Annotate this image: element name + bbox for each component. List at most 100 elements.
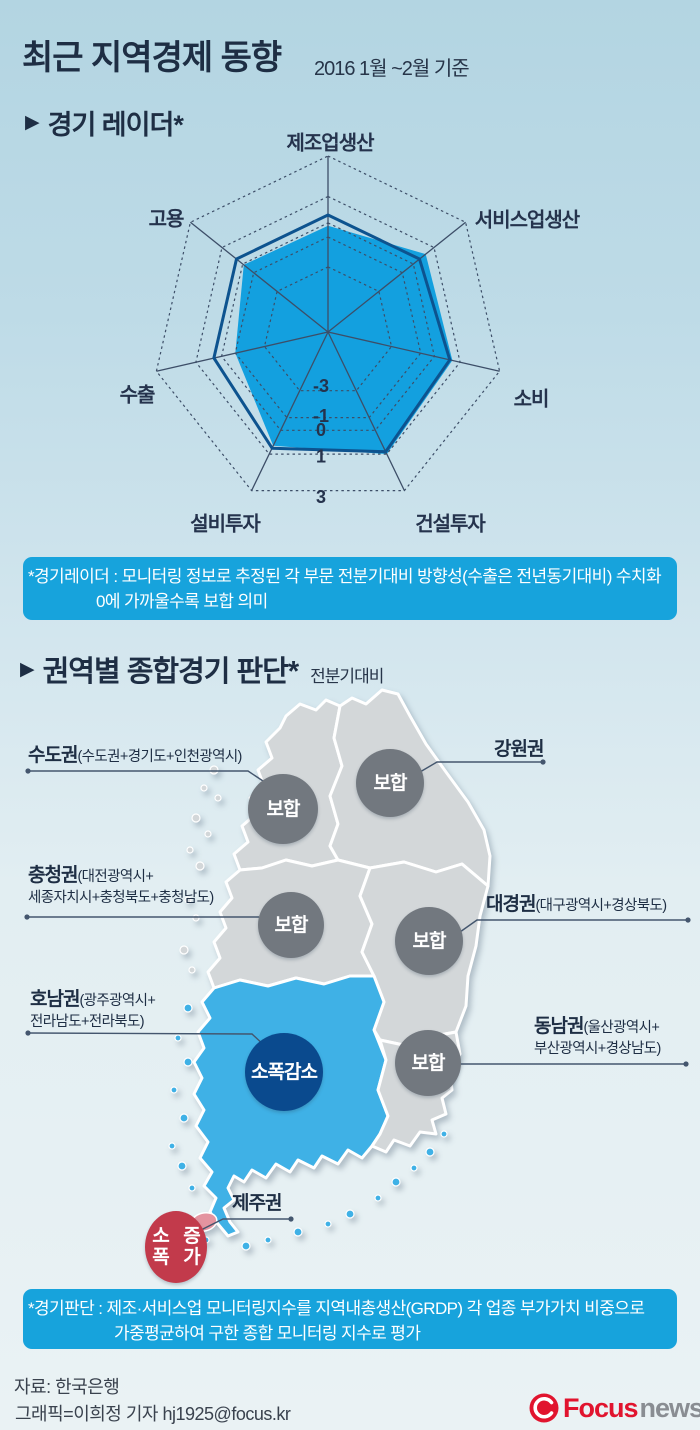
radar-category-4: 건설투자 xyxy=(415,513,486,536)
section-radar-header: ▶ 경기 레이더* xyxy=(25,103,184,142)
section-map-title: 권역별 종합경기 판단* xyxy=(42,656,300,688)
callout-line-sudogwon xyxy=(28,770,267,784)
map-island xyxy=(374,1194,382,1202)
radar-tick-label: -1 xyxy=(313,406,329,426)
callout-dot-gangwon xyxy=(540,759,546,765)
radar-tick-label: 3 xyxy=(316,487,326,507)
judgment-note-line1: *경기판단 : 제조·서비스업 모니터링지수를 지역내총생산(GRDP) 각 업… xyxy=(28,1299,645,1318)
radar-category-2: 서비스업생산 xyxy=(474,209,580,232)
map-island xyxy=(174,1034,182,1042)
region-status-badge-sudogwon: 보합 xyxy=(248,774,318,844)
map-island xyxy=(391,1177,401,1187)
map-island xyxy=(186,846,194,854)
judgment-note-box: *경기판단 : 제조·서비스업 모니터링지수를 지역내총생산(GRDP) 각 업… xyxy=(23,1289,677,1349)
map-island xyxy=(204,830,212,838)
map-island xyxy=(191,813,201,823)
triangle-bullet-icon: ▶ xyxy=(20,658,35,680)
callout-dot-sudogwon xyxy=(25,768,31,774)
radar-category-1: 제조업생산 xyxy=(286,132,375,155)
map-island xyxy=(170,1086,178,1094)
map-island xyxy=(293,1227,303,1237)
radar-category-5: 설비투자 xyxy=(190,513,261,536)
section-map-basis: 전분기대비 xyxy=(310,666,384,686)
focusnews-logo: Focus news xyxy=(528,1392,700,1424)
map-island xyxy=(184,896,192,904)
region-status-badge-chungcheong: 보합 xyxy=(258,892,324,958)
radar-tick-label: -3 xyxy=(313,376,329,396)
callout-line-daegyeong xyxy=(459,919,688,933)
region-status-badge-gangwon: 보합 xyxy=(356,749,424,817)
map-island xyxy=(410,1164,418,1172)
region-status-badge-jeju: 소폭 증가 xyxy=(145,1211,207,1283)
radar-line-series xyxy=(212,213,452,454)
logo-suffix: news xyxy=(639,1392,700,1423)
section-map-header: ▶ 권역별 종합경기 판단* 전분기대비 xyxy=(20,648,384,690)
map-island xyxy=(200,784,208,792)
callout-dot-dongnam xyxy=(683,1061,689,1067)
callout-dot-chungcheong xyxy=(24,914,30,920)
region-label-chungcheong: 충청권(대전광역시+ 세종자치시+충청북도+충청남도) xyxy=(28,865,214,906)
focusnews-mark-icon xyxy=(529,1393,559,1423)
radar-axis-line xyxy=(327,331,500,372)
map-island xyxy=(241,1241,251,1251)
map-island xyxy=(179,1113,189,1123)
radar-category-6: 수출 xyxy=(119,384,156,407)
radar-axis-line xyxy=(189,221,329,333)
page-title: 최근 지역경제 동향 xyxy=(22,39,282,77)
map-island xyxy=(345,1209,355,1219)
callout-line-jeju xyxy=(200,1218,291,1231)
source-text: 자료: 한국은행 xyxy=(14,1377,120,1397)
map-island xyxy=(183,1057,193,1067)
map-island xyxy=(324,1220,332,1228)
region-status-badge-daegyeong: 보합 xyxy=(395,907,463,975)
map-island xyxy=(179,945,189,955)
radar-note-line2: 0에 가까울수록 보합 의미 xyxy=(96,592,268,611)
radar-grid-ring xyxy=(195,195,461,455)
region-label-sudogwon: 수도권(수도권+경기도+인천광역시) xyxy=(28,745,242,766)
map-island xyxy=(195,861,205,871)
callout-dot-honam xyxy=(25,1030,31,1036)
radar-axis-line xyxy=(327,331,405,491)
region-label-daegyeong: 대경권(대구광역시+경상북도) xyxy=(486,894,667,915)
region-label-dongnam: 동남권(울산광역시+ 부산광역시+경상남도) xyxy=(534,1016,661,1057)
radar-axis-line xyxy=(156,331,329,372)
callout-dot-jeju xyxy=(288,1216,294,1222)
map-island xyxy=(188,966,196,974)
radar-axis-line xyxy=(251,331,329,491)
map-island xyxy=(177,1161,187,1171)
radar-note-box: *경기레이더 : 모니터링 정보로 추정된 각 부문 전분기대비 방향성(수출은… xyxy=(23,557,677,620)
triangle-bullet-icon: ▶ xyxy=(25,112,40,133)
radar-category-7: 고용 xyxy=(148,208,185,231)
map-island xyxy=(168,1142,176,1150)
map-island xyxy=(209,765,219,775)
radar-category-3: 소비 xyxy=(513,388,550,411)
radar-grid-ring xyxy=(220,222,436,431)
section-radar-title: 경기 레이더* xyxy=(47,110,184,140)
region-label-jeju: 제주권 xyxy=(232,1193,282,1214)
map-island xyxy=(188,1184,196,1192)
radar-tick-label: 1 xyxy=(316,447,326,467)
callout-line-gangwon xyxy=(419,761,543,773)
region-label-gangwon: 강원권 xyxy=(494,739,544,760)
page-subtitle: 2016 1월 ~2월 기준 xyxy=(314,58,470,80)
radar-area-series xyxy=(235,225,453,455)
radar-note-line1: *경기레이더 : 모니터링 정보로 추정된 각 부문 전분기대비 방향성(수출은… xyxy=(28,567,662,586)
logo-brand: Focus xyxy=(563,1392,639,1423)
map-island xyxy=(440,1130,448,1138)
map-island xyxy=(264,1236,272,1244)
map-island xyxy=(192,914,200,922)
radar-grid-ring xyxy=(234,236,422,419)
radar-axis-line xyxy=(327,221,467,333)
map-island xyxy=(425,1147,435,1157)
radar-tick-label: 0 xyxy=(316,420,326,440)
callout-dot-daegyeong xyxy=(685,917,691,923)
map-island xyxy=(183,1003,193,1013)
region-status-badge-dongnam: 보합 xyxy=(395,1030,461,1096)
judgment-note-line2: 가중평균하여 구한 종합 모니터링 지수로 평가 xyxy=(114,1324,421,1343)
radar-grid-ring xyxy=(155,155,501,492)
credit-text: 그래픽=이희정 기자 hj1925@focus.kr xyxy=(15,1404,291,1424)
region-label-honam: 호남권(광주광역시+ 전라남도+전라북도) xyxy=(30,989,156,1030)
